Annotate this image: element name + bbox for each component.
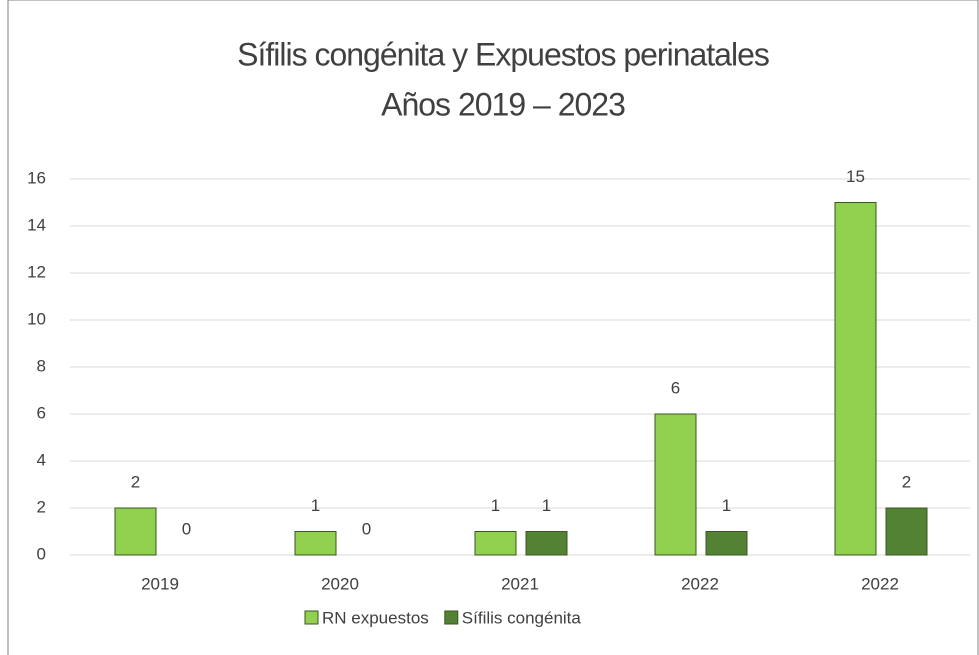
chart-subtitle: Años 2019 – 2023 xyxy=(381,86,625,122)
data-label: 0 xyxy=(362,519,371,538)
legend-label: RN expuestos xyxy=(322,608,429,627)
x-tick-label: 2022 xyxy=(681,574,719,593)
bar xyxy=(834,202,877,556)
y-tick-label: 10 xyxy=(27,309,46,328)
bar xyxy=(114,507,157,556)
x-tick-label: 2022 xyxy=(861,574,899,593)
data-label: 6 xyxy=(671,378,680,397)
legend-swatch xyxy=(304,610,319,625)
bar xyxy=(474,531,517,556)
y-tick-label: 14 xyxy=(27,215,46,234)
data-label: 1 xyxy=(311,496,320,515)
x-tick-label: 2021 xyxy=(501,574,539,593)
y-tick-label: 8 xyxy=(37,356,46,375)
data-label: 15 xyxy=(846,167,865,186)
y-tick-label: 12 xyxy=(27,262,46,281)
y-tick-label: 6 xyxy=(37,403,46,422)
bar xyxy=(294,531,337,556)
bar xyxy=(654,413,697,556)
bar xyxy=(705,531,748,556)
data-label: 0 xyxy=(182,519,191,538)
chart-title: Sífilis congénita y Expuestos perinatale… xyxy=(237,36,769,72)
x-tick-label: 2020 xyxy=(321,574,359,593)
data-label: 2 xyxy=(131,472,140,491)
data-label: 1 xyxy=(491,496,500,515)
legend-swatch xyxy=(444,610,459,625)
bar xyxy=(525,531,568,556)
data-label: 2 xyxy=(902,472,911,491)
y-tick-label: 16 xyxy=(27,168,46,187)
y-tick-label: 2 xyxy=(37,497,46,516)
x-tick-label: 2019 xyxy=(141,574,179,593)
legend-label: Sífilis congénita xyxy=(462,608,582,627)
y-tick-label: 4 xyxy=(37,450,46,469)
bar xyxy=(885,507,928,556)
data-label: 1 xyxy=(722,496,731,515)
y-tick-label: 0 xyxy=(37,544,46,563)
data-label: 1 xyxy=(542,496,551,515)
